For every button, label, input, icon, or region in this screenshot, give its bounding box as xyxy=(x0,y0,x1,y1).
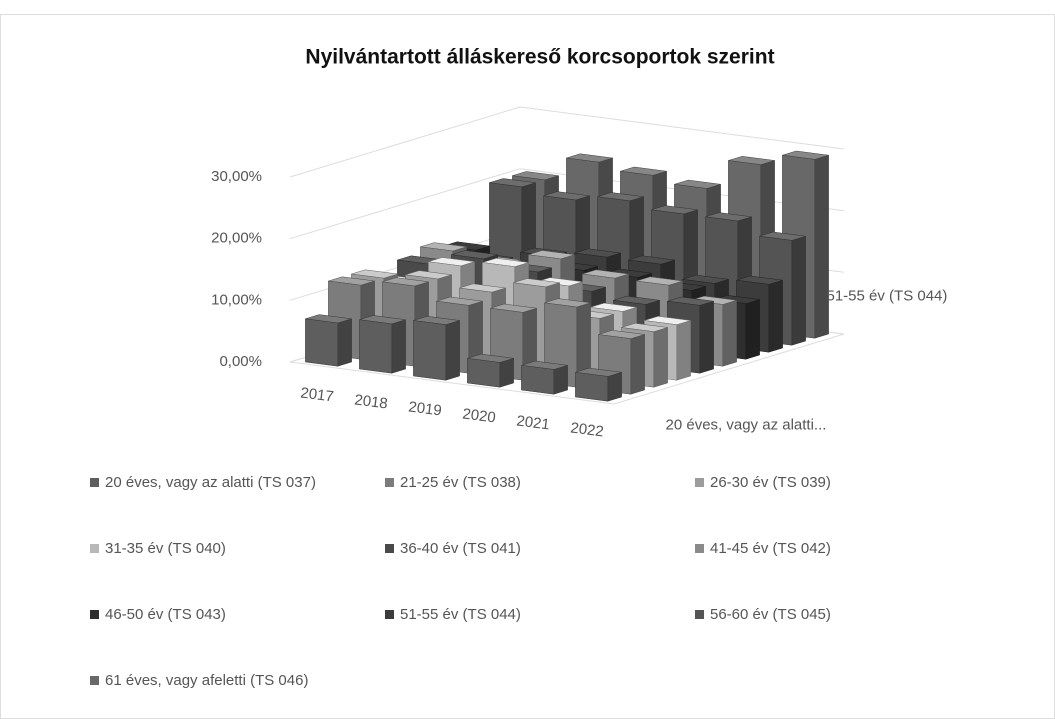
legend-item: 61 éves, vagy afeletti (TS 046) xyxy=(90,670,385,714)
legend-label: 56-60 év (TS 045) xyxy=(710,606,831,623)
legend-swatch xyxy=(90,544,99,553)
legend-swatch xyxy=(385,544,394,553)
bar xyxy=(359,319,393,374)
legend-label: 46-50 év (TS 043) xyxy=(105,606,226,623)
legend: 20 éves, vagy az alatti (TS 037) 21-25 év… xyxy=(90,472,990,714)
legend-item: 31-35 év (TS 040) xyxy=(90,538,385,582)
x-tick-label: 2018 xyxy=(353,392,388,413)
x-tick-label: 2022 xyxy=(569,420,604,441)
legend-swatch xyxy=(385,610,394,619)
legend-label: 26-30 év (TS 039) xyxy=(710,474,831,491)
grid-line xyxy=(289,106,845,178)
legend-label: 31-35 év (TS 040) xyxy=(105,540,226,557)
bar-side xyxy=(676,320,691,381)
y-tick-label: 0,00% xyxy=(219,353,262,370)
legend-label: 41-45 év (TS 042) xyxy=(710,540,831,557)
legend-label: 21-25 év (TS 038) xyxy=(400,474,521,491)
depth-tick-label: 51-55 év (TS 044) xyxy=(827,287,948,304)
legend-label: 20 éves, vagy az alatti (TS 037) xyxy=(105,474,316,491)
y-tick-label: 20,00% xyxy=(211,230,262,247)
legend-item: 36-40 év (TS 041) xyxy=(385,538,695,582)
legend-item: 20 éves, vagy az alatti (TS 037) xyxy=(90,472,385,516)
bar xyxy=(467,358,501,388)
legend-swatch xyxy=(695,544,704,553)
bar-side xyxy=(722,299,737,367)
bar-side xyxy=(553,364,568,395)
y-tick-label: 30,00% xyxy=(211,168,262,185)
bar-side xyxy=(745,299,760,360)
legend-label: 36-40 év (TS 041) xyxy=(400,540,521,557)
legend-label: 51-55 év (TS 044) xyxy=(400,606,521,623)
x-tick-label: 2017 xyxy=(299,385,334,406)
depth-tick-label: 20 éves, vagy az alatti... xyxy=(666,416,827,433)
bar-side xyxy=(791,235,806,346)
legend-item: 56-60 év (TS 045) xyxy=(695,604,990,648)
bar-side xyxy=(499,357,514,388)
legend-swatch xyxy=(90,478,99,487)
x-tick-label: 2021 xyxy=(515,413,550,434)
bar-side xyxy=(814,154,829,339)
legend-item: 51-55 év (TS 044) xyxy=(385,604,695,648)
bar xyxy=(521,365,555,395)
bar-side xyxy=(653,327,668,388)
bar xyxy=(305,318,339,367)
chart-title: Nyilvántartott álláskereső korcsoportok … xyxy=(305,46,774,69)
y-tick-label: 10,00% xyxy=(211,291,262,308)
bar-side xyxy=(445,320,460,381)
legend-item: 41-45 év (TS 042) xyxy=(695,538,990,582)
bar xyxy=(575,372,609,402)
bar xyxy=(413,320,447,381)
legend-swatch xyxy=(90,676,99,685)
x-tick-label: 2019 xyxy=(407,399,442,420)
legend-label: 61 éves, vagy afeletti (TS 046) xyxy=(105,672,309,689)
legend-swatch xyxy=(695,478,704,487)
legend-item: 21-25 év (TS 038) xyxy=(385,472,695,516)
legend-swatch xyxy=(695,610,704,619)
legend-swatch xyxy=(385,478,394,487)
bar-side xyxy=(607,371,622,402)
bar-side xyxy=(768,279,783,353)
bar-side xyxy=(630,334,645,395)
legend-item: 26-30 év (TS 039) xyxy=(695,472,990,516)
bar-side xyxy=(699,300,714,374)
legend-item: 46-50 év (TS 043) xyxy=(90,604,385,648)
bar-side xyxy=(337,318,352,367)
x-tick-label: 2020 xyxy=(461,406,496,427)
bar-side xyxy=(391,319,406,374)
legend-swatch xyxy=(90,610,99,619)
